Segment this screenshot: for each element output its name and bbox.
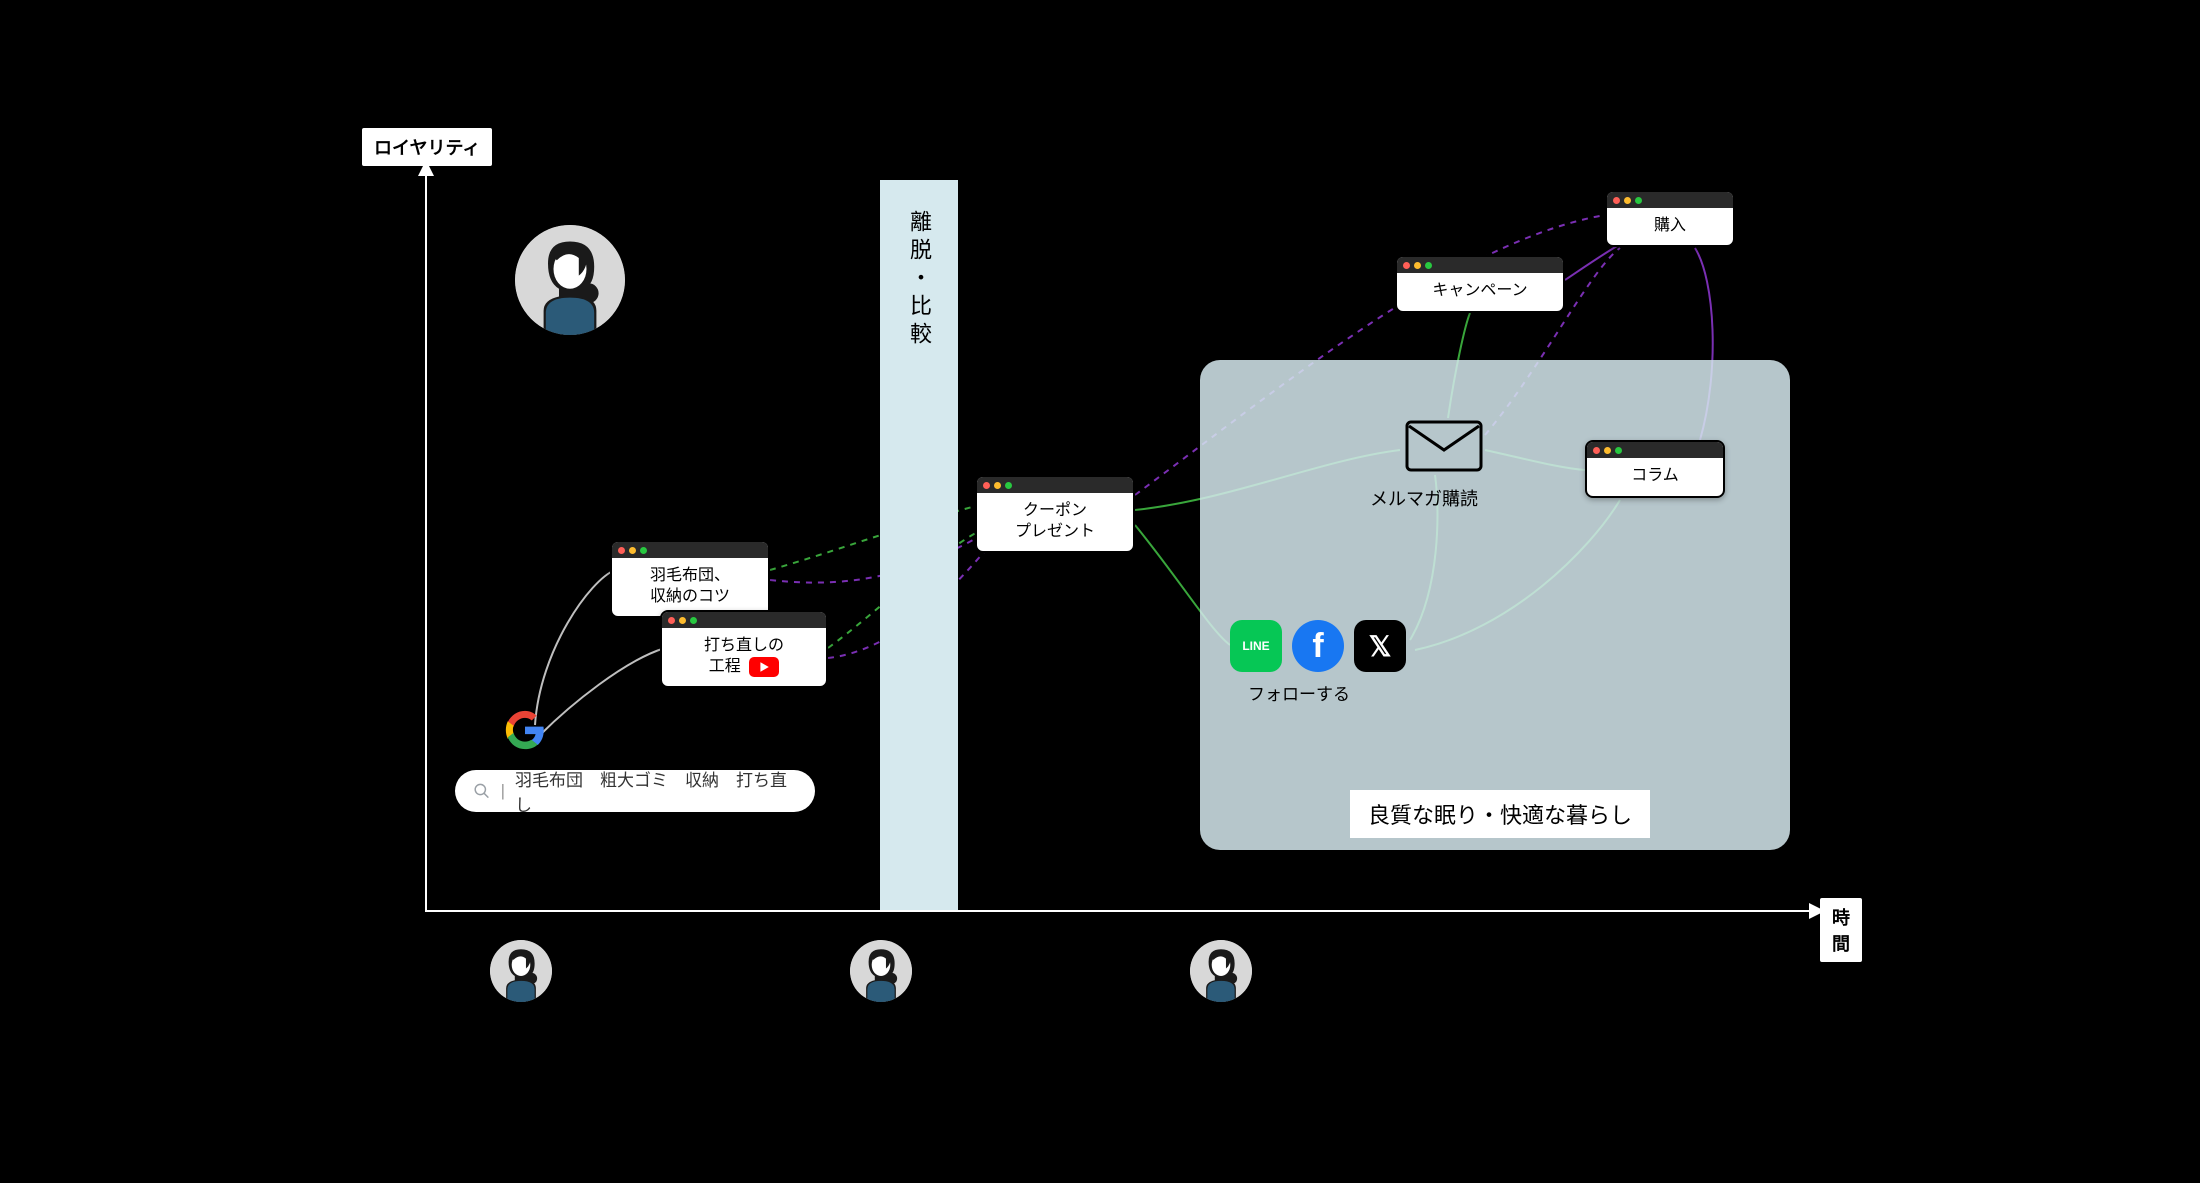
google-logo-icon xyxy=(505,710,545,759)
window-body: クーポン プレゼント xyxy=(977,493,1133,551)
window-titlebar xyxy=(612,542,768,558)
follow-label: フォローする xyxy=(1248,680,1350,705)
persona-avatar-small xyxy=(490,940,552,1002)
mail-icon xyxy=(1405,420,1483,477)
search-bar: | 羽毛布団 粗大ゴミ 収納 打ち直し xyxy=(455,770,815,812)
zone-caption: 良質な眠り・快適な暮らし xyxy=(1350,790,1650,838)
edge-g-to-process xyxy=(540,648,665,735)
window-titlebar xyxy=(1397,257,1563,273)
process-line2: 工程 xyxy=(709,658,741,675)
window-campaign: キャンペーン xyxy=(1395,255,1565,313)
window-body: コラム xyxy=(1587,458,1723,495)
dropout-compare-band: 離脱・比較 xyxy=(880,180,958,910)
edge-g-to-tips xyxy=(535,570,615,725)
window-coupon: クーポン プレゼント xyxy=(975,475,1135,553)
dropout-compare-label: 離脱・比較 xyxy=(903,210,935,350)
window-body: キャンペーン xyxy=(1397,273,1563,310)
window-body: 購入 xyxy=(1607,208,1733,245)
process-line1: 打ち直しの xyxy=(704,636,784,657)
facebook-icon: f xyxy=(1292,620,1344,672)
window-titlebar xyxy=(1607,192,1733,208)
line-icon: LINE xyxy=(1230,620,1282,672)
engagement-zone xyxy=(1200,360,1790,850)
coupon-line2: プレゼント xyxy=(1015,522,1095,543)
search-text: 羽毛布団 粗大ゴミ 収納 打ち直し xyxy=(515,766,797,816)
x-axis xyxy=(425,910,1815,912)
mail-label: メルマガ購読 xyxy=(1370,485,1478,511)
window-body: 打ち直しの 工程 xyxy=(662,628,826,686)
x-icon: 𝕏 xyxy=(1354,620,1406,672)
window-titlebar xyxy=(1587,442,1723,458)
social-icons-row: LINEf𝕏 xyxy=(1230,620,1406,672)
window-storage-tips: 羽毛布団、 収納のコツ xyxy=(610,540,770,618)
persona-avatar-small xyxy=(1190,940,1252,1002)
window-titlebar xyxy=(977,477,1133,493)
persona-avatar-small xyxy=(850,940,912,1002)
search-icon xyxy=(473,782,491,800)
persona-avatar-large xyxy=(515,225,625,335)
x-axis-label: 時間 xyxy=(1820,898,1862,962)
y-axis xyxy=(425,170,427,910)
tips-line2: 収納のコツ xyxy=(650,587,730,608)
window-rework-process: 打ち直しの 工程 xyxy=(660,610,828,688)
window-body: 羽毛布団、 収納のコツ xyxy=(612,558,768,616)
tips-line1: 羽毛布団、 xyxy=(650,566,730,587)
window-column: コラム xyxy=(1585,440,1725,498)
youtube-icon xyxy=(749,657,779,677)
window-titlebar xyxy=(662,612,826,628)
y-axis-label: ロイヤリティ xyxy=(362,128,492,166)
diagram-canvas: 離脱・比較 良質な眠り・快適な暮らし ロイヤリティ 時間 羽毛布団、 収納のコツ… xyxy=(360,150,1860,950)
coupon-line1: クーポン xyxy=(1023,501,1087,522)
window-purchase: 購入 xyxy=(1605,190,1735,247)
